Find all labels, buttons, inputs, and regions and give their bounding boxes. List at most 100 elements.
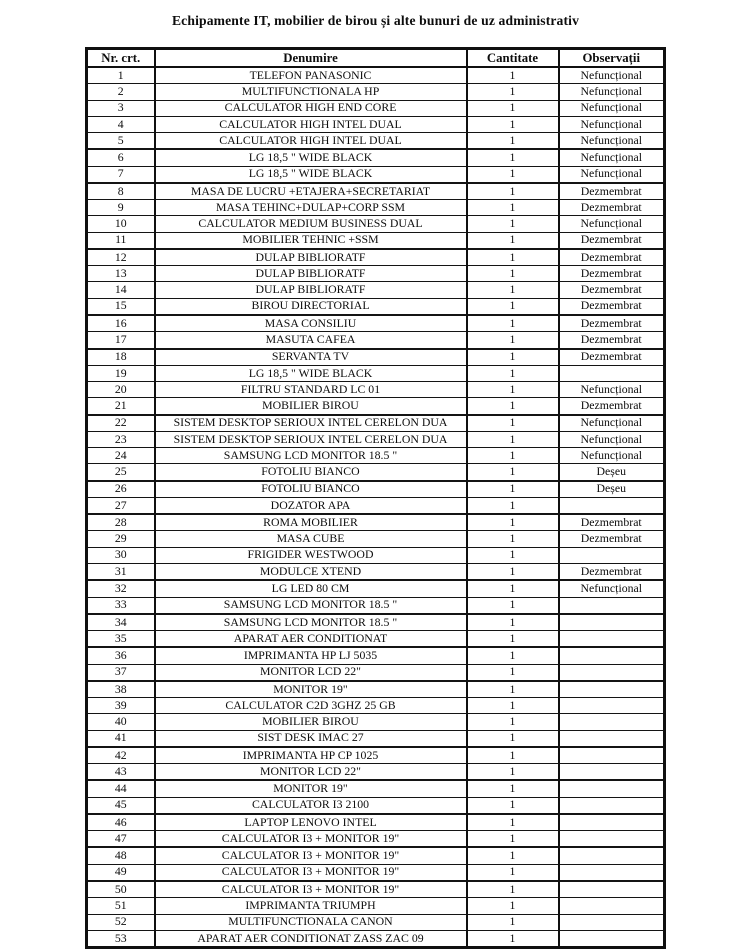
row-nr-cell: 25 bbox=[85, 463, 156, 482]
table-row: 11 MOBILIER TEHNIC +SSM 1 Dezmembrat bbox=[85, 231, 666, 250]
row-nr-cell: 27 bbox=[85, 496, 156, 515]
row-nr-cell: 4 bbox=[85, 115, 156, 134]
row-denumire-cell: LG 18,5 " WIDE BLACK bbox=[153, 165, 468, 184]
table-row: 34 SAMSUNG LCD MONITOR 18.5 " 1 bbox=[85, 612, 666, 632]
row-observatii-cell bbox=[557, 596, 666, 615]
row-denumire-cell: MONITOR 19" bbox=[153, 779, 468, 798]
row-denumire-cell: MASUTA CAFEA bbox=[153, 331, 468, 350]
row-nr-cell: 14 bbox=[85, 281, 156, 299]
row-observatii-cell: Nefuncțional bbox=[557, 148, 666, 167]
row-denumire-cell: MONITOR LCD 22" bbox=[153, 663, 468, 682]
row-nr-cell: 41 bbox=[85, 729, 156, 748]
table-row: 12 DULAP BIBLIORATF 1 Dezmembrat bbox=[85, 247, 666, 267]
row-observatii-cell: Dezmembrat bbox=[557, 281, 666, 299]
row-cantitate-cell: 1 bbox=[465, 812, 560, 832]
row-nr-cell: 43 bbox=[85, 763, 156, 781]
table-row: 18 SERVANTA TV 1 Dezmembrat bbox=[85, 347, 666, 366]
row-cantitate-cell: 1 bbox=[465, 132, 560, 150]
row-cantitate-cell: 1 bbox=[465, 513, 560, 532]
row-observatii-cell bbox=[557, 630, 666, 648]
row-denumire-cell: CALCULATOR HIGH INTEL DUAL bbox=[153, 115, 468, 134]
row-observatii-cell: Dezmembrat bbox=[557, 297, 666, 316]
row-observatii-cell bbox=[557, 897, 666, 915]
row-nr-cell: 31 bbox=[85, 562, 156, 581]
row-denumire-cell: MASA CUBE bbox=[153, 530, 468, 548]
table-row: 33 SAMSUNG LCD MONITOR 18.5 " 1 bbox=[85, 596, 666, 615]
row-cantitate-cell: 1 bbox=[465, 463, 560, 482]
row-observatii-cell: Dezmembrat bbox=[557, 181, 666, 201]
row-denumire-cell: SERVANTA TV bbox=[153, 347, 468, 366]
table-row: 19 LG 18,5 " WIDE BLACK 1 bbox=[85, 364, 666, 383]
row-denumire-cell: LG 18,5 " WIDE BLACK bbox=[153, 364, 468, 383]
row-denumire-cell: ROMA MOBILIER bbox=[153, 513, 468, 532]
table-row: 46 LAPTOP LENOVO INTEL 1 bbox=[85, 812, 666, 832]
table-row: 41 SIST DESK IMAC 27 1 bbox=[85, 729, 666, 748]
row-cantitate-cell: 1 bbox=[465, 231, 560, 250]
row-observatii-cell bbox=[557, 364, 666, 383]
row-observatii-cell bbox=[557, 729, 666, 748]
table-row: 43 MONITOR LCD 22" 1 bbox=[85, 763, 666, 781]
table-row: 36 IMPRIMANTA HP LJ 5035 1 bbox=[85, 646, 666, 665]
row-observatii-cell: Deșeu bbox=[557, 479, 666, 498]
table-row: 50 CALCULATOR I3 + MONITOR 19" 1 bbox=[85, 880, 666, 899]
row-cantitate-cell: 1 bbox=[465, 99, 560, 117]
row-nr-cell: 33 bbox=[85, 596, 156, 615]
row-denumire-cell: MULTIFUNCTIONALA HP bbox=[153, 83, 468, 101]
row-denumire-cell: LG 18,5 " WIDE BLACK bbox=[153, 148, 468, 167]
row-denumire-cell: IMPRIMANTA HP CP 1025 bbox=[153, 745, 468, 765]
row-cantitate-cell: 1 bbox=[465, 413, 560, 432]
row-nr-cell: 53 bbox=[85, 929, 156, 949]
row-denumire-cell: DULAP BIBLIORATF bbox=[153, 281, 468, 299]
row-denumire-cell: BIROU DIRECTORIAL bbox=[153, 297, 468, 316]
row-denumire-cell: CALCULATOR I3 + MONITOR 19" bbox=[153, 846, 468, 865]
row-observatii-cell: Nefuncțional bbox=[557, 115, 666, 134]
table-row: 35 APARAT AER CONDITIONAT 1 bbox=[85, 630, 666, 648]
row-cantitate-cell: 1 bbox=[465, 496, 560, 515]
row-denumire-cell: MOBILIER BIROU bbox=[153, 397, 468, 416]
table-row: 25 FOTOLIU BIANCO 1 Deșeu bbox=[85, 463, 666, 482]
row-denumire-cell: MULTIFUNCTIONALA CANON bbox=[153, 913, 468, 931]
row-denumire-cell: LG LED 80 CM bbox=[153, 579, 468, 598]
row-cantitate-cell: 1 bbox=[465, 347, 560, 366]
row-nr-cell: 11 bbox=[85, 231, 156, 250]
table-row: 38 MONITOR 19" 1 bbox=[85, 679, 666, 699]
row-observatii-cell: Dezmembrat bbox=[557, 265, 666, 283]
table-row: 49 CALCULATOR I3 + MONITOR 19" 1 bbox=[85, 863, 666, 882]
row-nr-cell: 18 bbox=[85, 347, 156, 366]
row-observatii-cell bbox=[557, 713, 666, 731]
table-row: 31 MODULCE XTEND 1 Dezmembrat bbox=[85, 562, 666, 581]
table-row: 21 MOBILIER BIROU 1 Dezmembrat bbox=[85, 397, 666, 416]
row-denumire-cell: CALCULATOR HIGH INTEL DUAL bbox=[153, 132, 468, 150]
row-nr-cell: 9 bbox=[85, 199, 156, 217]
row-cantitate-cell: 1 bbox=[465, 713, 560, 731]
table-header: Nr. crt. Denumire Cantitate Observații bbox=[85, 47, 666, 68]
row-denumire-cell: TELEFON PANASONIC bbox=[153, 66, 468, 85]
row-cantitate-cell: 1 bbox=[465, 530, 560, 548]
row-observatii-cell bbox=[557, 929, 666, 949]
row-denumire-cell: FOTOLIU BIANCO bbox=[153, 479, 468, 498]
column-header-observatii: Observații bbox=[557, 47, 666, 68]
row-nr-cell: 5 bbox=[85, 132, 156, 150]
row-denumire-cell: CALCULATOR I3 2100 bbox=[153, 796, 468, 815]
row-cantitate-cell: 1 bbox=[465, 663, 560, 682]
row-cantitate-cell: 1 bbox=[465, 165, 560, 184]
row-observatii-cell: Nefuncțional bbox=[557, 83, 666, 101]
row-cantitate-cell: 1 bbox=[465, 181, 560, 201]
row-nr-cell: 38 bbox=[85, 679, 156, 699]
table-row: 39 CALCULATOR C2D 3GHZ 25 GB 1 bbox=[85, 697, 666, 715]
row-observatii-cell bbox=[557, 663, 666, 682]
row-denumire-cell: APARAT AER CONDITIONAT bbox=[153, 630, 468, 648]
row-cantitate-cell: 1 bbox=[465, 281, 560, 299]
row-nr-cell: 37 bbox=[85, 663, 156, 682]
table-row: 42 IMPRIMANTA HP CP 1025 1 bbox=[85, 745, 666, 765]
row-observatii-cell: Dezmembrat bbox=[557, 247, 666, 267]
table-row: 53 APARAT AER CONDITIONAT ZASS ZAC 09 1 bbox=[85, 929, 666, 949]
row-nr-cell: 15 bbox=[85, 297, 156, 316]
row-cantitate-cell: 1 bbox=[465, 148, 560, 167]
row-cantitate-cell: 1 bbox=[465, 430, 560, 449]
table-row: 28 ROMA MOBILIER 1 Dezmembrat bbox=[85, 513, 666, 532]
table-row: 3 CALCULATOR HIGH END CORE 1 Nefuncțional bbox=[85, 99, 666, 117]
table-row: 10 CALCULATOR MEDIUM BUSINESS DUAL 1 Nefunc… bbox=[85, 215, 666, 233]
table-row: 48 CALCULATOR I3 + MONITOR 19" 1 bbox=[85, 846, 666, 865]
table-row: 27 DOZATOR APA 1 bbox=[85, 496, 666, 515]
